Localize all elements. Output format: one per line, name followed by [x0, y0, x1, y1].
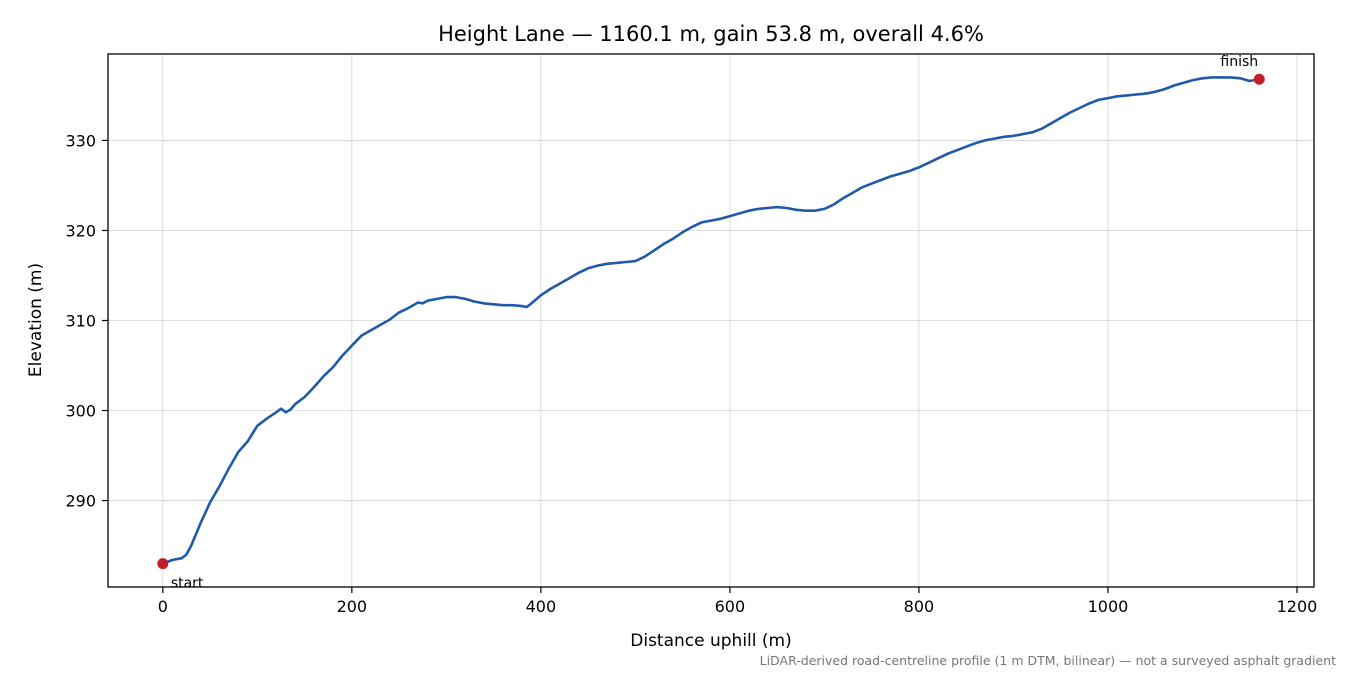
start-marker	[157, 558, 169, 570]
y-tick-label: 290	[65, 492, 96, 511]
x-tick-label: 0	[158, 597, 168, 616]
y-tick-label: 320	[65, 221, 96, 240]
elevation-line	[161, 76, 1261, 565]
y-tick-label: 310	[65, 312, 96, 331]
chart-title: Height Lane — 1160.1 m, gain 53.8 m, ove…	[438, 22, 984, 46]
x-tick-label: 1000	[1088, 597, 1129, 616]
x-tick-label: 1200	[1277, 597, 1318, 616]
start-label: start	[171, 576, 204, 592]
x-tick-label: 200	[337, 597, 368, 616]
x-tick-label: 800	[904, 597, 935, 616]
x-tick-label: 400	[526, 597, 557, 616]
x-axis: 0 200 400 600 800 1000 1200	[158, 587, 1318, 616]
y-axis-label: Elevation (m)	[26, 263, 46, 377]
y-tick-label: 330	[65, 131, 96, 150]
grid	[108, 54, 1314, 587]
marker-layer: start finish	[157, 54, 1265, 592]
y-axis: 290 300 310 320 330	[65, 131, 108, 511]
y-tick-label: 300	[65, 402, 96, 421]
finish-label: finish	[1220, 54, 1258, 70]
footnote: LiDAR-derived road-centreline profile (1…	[760, 653, 1336, 668]
x-axis-label: Distance uphill (m)	[630, 631, 791, 651]
finish-marker	[1253, 73, 1265, 85]
series-layer	[161, 76, 1261, 565]
x-tick-label: 600	[715, 597, 746, 616]
